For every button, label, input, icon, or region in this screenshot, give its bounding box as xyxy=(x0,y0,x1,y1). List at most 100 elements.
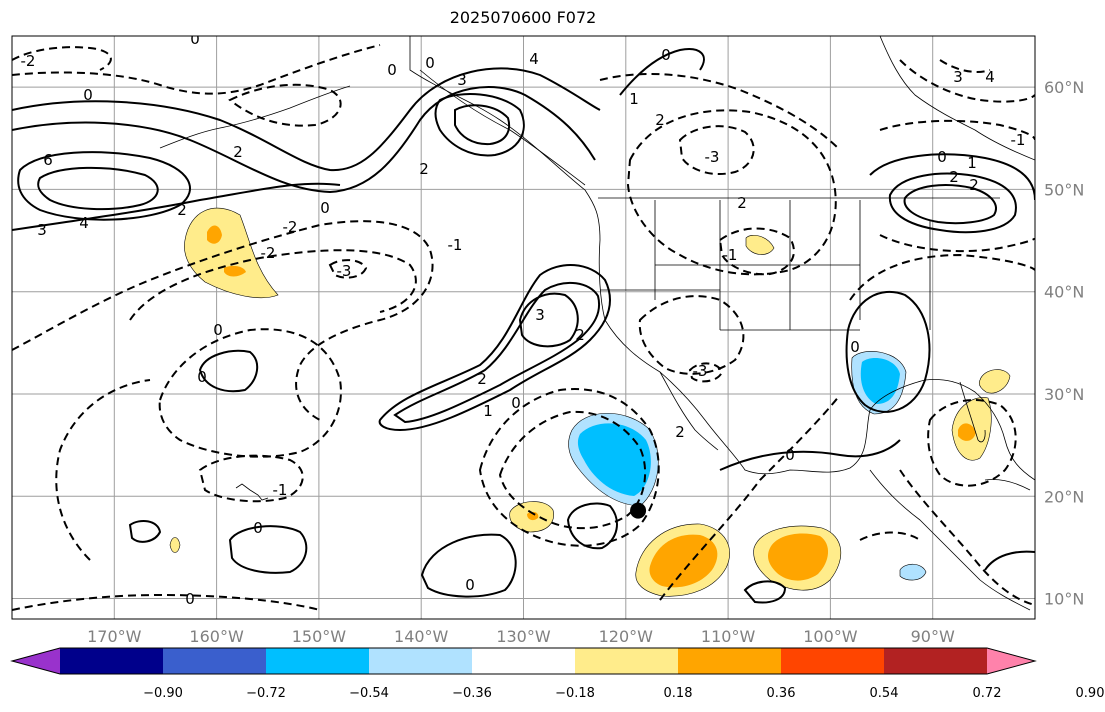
colorbar-segment xyxy=(266,648,370,674)
hawaii xyxy=(235,483,269,501)
contour-line xyxy=(939,59,991,73)
contour-label: 2 xyxy=(675,423,685,441)
colorbar-segment xyxy=(781,648,885,674)
contour-label: 0 xyxy=(190,30,200,48)
contour-line xyxy=(626,109,837,276)
lon-tick-label: 120°W xyxy=(599,627,654,646)
lat-tick-label: 60°N xyxy=(1044,78,1084,97)
contour-line xyxy=(128,519,162,543)
lon-tick-label: 130°W xyxy=(496,627,551,646)
colorbar-ticks: −0.90 −0.72 −0.54 −0.36 −0.18 0.18 0.36 … xyxy=(143,686,1104,701)
contour-line xyxy=(198,454,304,503)
contour-label: 0 xyxy=(425,54,435,72)
colorbar-segment xyxy=(369,648,473,674)
contour-line xyxy=(899,59,1035,103)
contour-label: 3 xyxy=(457,71,467,89)
colorbar-segment xyxy=(575,648,679,674)
contour-label: 2 xyxy=(969,176,979,194)
alaska-panhandle xyxy=(419,69,586,186)
contour-line xyxy=(434,93,525,157)
contour-line xyxy=(12,44,381,95)
shade-negative-small xyxy=(899,563,927,581)
lon-tick-label: 150°W xyxy=(292,627,347,646)
contours-positive xyxy=(12,48,1035,604)
shade-positive-core xyxy=(768,533,829,581)
hudson-bay xyxy=(879,36,1035,161)
contour-line xyxy=(378,263,611,432)
contour-label: 0 xyxy=(185,590,195,608)
florida xyxy=(959,381,986,443)
contour-label: 0 xyxy=(320,199,330,217)
contour-label: -1 xyxy=(448,236,463,254)
contour-label: 1 xyxy=(483,402,493,420)
contour-line xyxy=(899,469,1035,606)
cuba xyxy=(984,479,1031,491)
contour-label: 2 xyxy=(177,201,187,219)
contour-line xyxy=(12,220,434,421)
contour-line xyxy=(228,83,342,127)
contour-line xyxy=(129,249,417,321)
contour-label: -3 xyxy=(337,262,352,280)
contour-label: -1 xyxy=(273,481,288,499)
contour-label: 1 xyxy=(967,154,977,172)
colorbar-segment xyxy=(884,648,988,674)
colorbar-tick-label: −0.36 xyxy=(452,686,492,701)
shade-negative-core xyxy=(577,423,651,496)
contour-line xyxy=(678,125,755,176)
contour-line xyxy=(228,525,308,574)
contour-label: 0 xyxy=(83,86,93,104)
anomaly-shading xyxy=(169,207,1011,597)
shade-positive-core xyxy=(649,534,718,588)
contour-line xyxy=(518,292,579,348)
lat-tick-label: 20°N xyxy=(1044,487,1084,506)
contour-label: -1 xyxy=(723,246,738,264)
contour-label: 0 xyxy=(197,368,207,386)
colorbar-segment xyxy=(163,648,267,674)
contour-label: 0 xyxy=(661,46,671,64)
contour-line xyxy=(869,153,1035,201)
longitude-tick-labels: 170°W 160°W 150°W 140°W 130°W 120°W 110°… xyxy=(87,627,955,646)
contour-line xyxy=(888,172,1017,234)
contour-label: 4 xyxy=(529,50,539,68)
lon-tick-label: 160°W xyxy=(189,627,244,646)
shade-positive-core xyxy=(207,225,222,244)
contour-label: -3 xyxy=(693,362,708,380)
contour-label: 0 xyxy=(785,446,795,464)
contour-line xyxy=(12,182,341,231)
contour-label: 2 xyxy=(949,168,959,186)
contour-line xyxy=(55,379,151,561)
lon-tick-label: 90°W xyxy=(911,627,955,646)
contour-line xyxy=(12,593,321,611)
colorbar-tick-label: 0.72 xyxy=(973,686,1002,701)
lat-tick-label: 30°N xyxy=(1044,385,1084,404)
lat-tick-label: 50°N xyxy=(1044,180,1084,199)
contour-label: -3 xyxy=(705,148,720,166)
shade-positive-small xyxy=(169,537,181,553)
colorbar-tick-label: −0.72 xyxy=(246,686,286,701)
contour-line xyxy=(719,439,901,471)
colorbar-tick-label: 0.36 xyxy=(767,686,796,701)
colorbar-segments xyxy=(10,647,1037,675)
latitude-tick-labels: 60°N 50°N 40°N 30°N 20°N 10°N xyxy=(1044,78,1084,608)
storm-center-marker xyxy=(630,502,647,519)
shade-positive-core xyxy=(958,423,976,441)
colorbar-tick-label: −0.18 xyxy=(555,686,595,701)
contour-line xyxy=(903,184,997,225)
contour-line xyxy=(566,502,618,550)
contour-line xyxy=(599,73,841,151)
contour-line xyxy=(158,328,342,458)
contour-label: 6 xyxy=(43,151,53,169)
colorbar-extend-low xyxy=(12,648,60,674)
contour-label: 0 xyxy=(511,394,521,412)
map-title: 2025070600 F072 xyxy=(449,8,597,27)
contour-label: 3 xyxy=(535,306,545,324)
colorbar-tick-label: 0.54 xyxy=(870,686,899,701)
contour-label: 2 xyxy=(477,370,487,388)
contour-line xyxy=(17,151,191,221)
lon-tick-label: 110°W xyxy=(701,627,756,646)
lon-tick-label: 170°W xyxy=(87,627,142,646)
contour-line xyxy=(718,227,795,276)
shade-negative-core xyxy=(860,358,900,404)
contour-label: 0 xyxy=(253,519,263,537)
colorbar-tick-label: −0.54 xyxy=(349,686,389,701)
